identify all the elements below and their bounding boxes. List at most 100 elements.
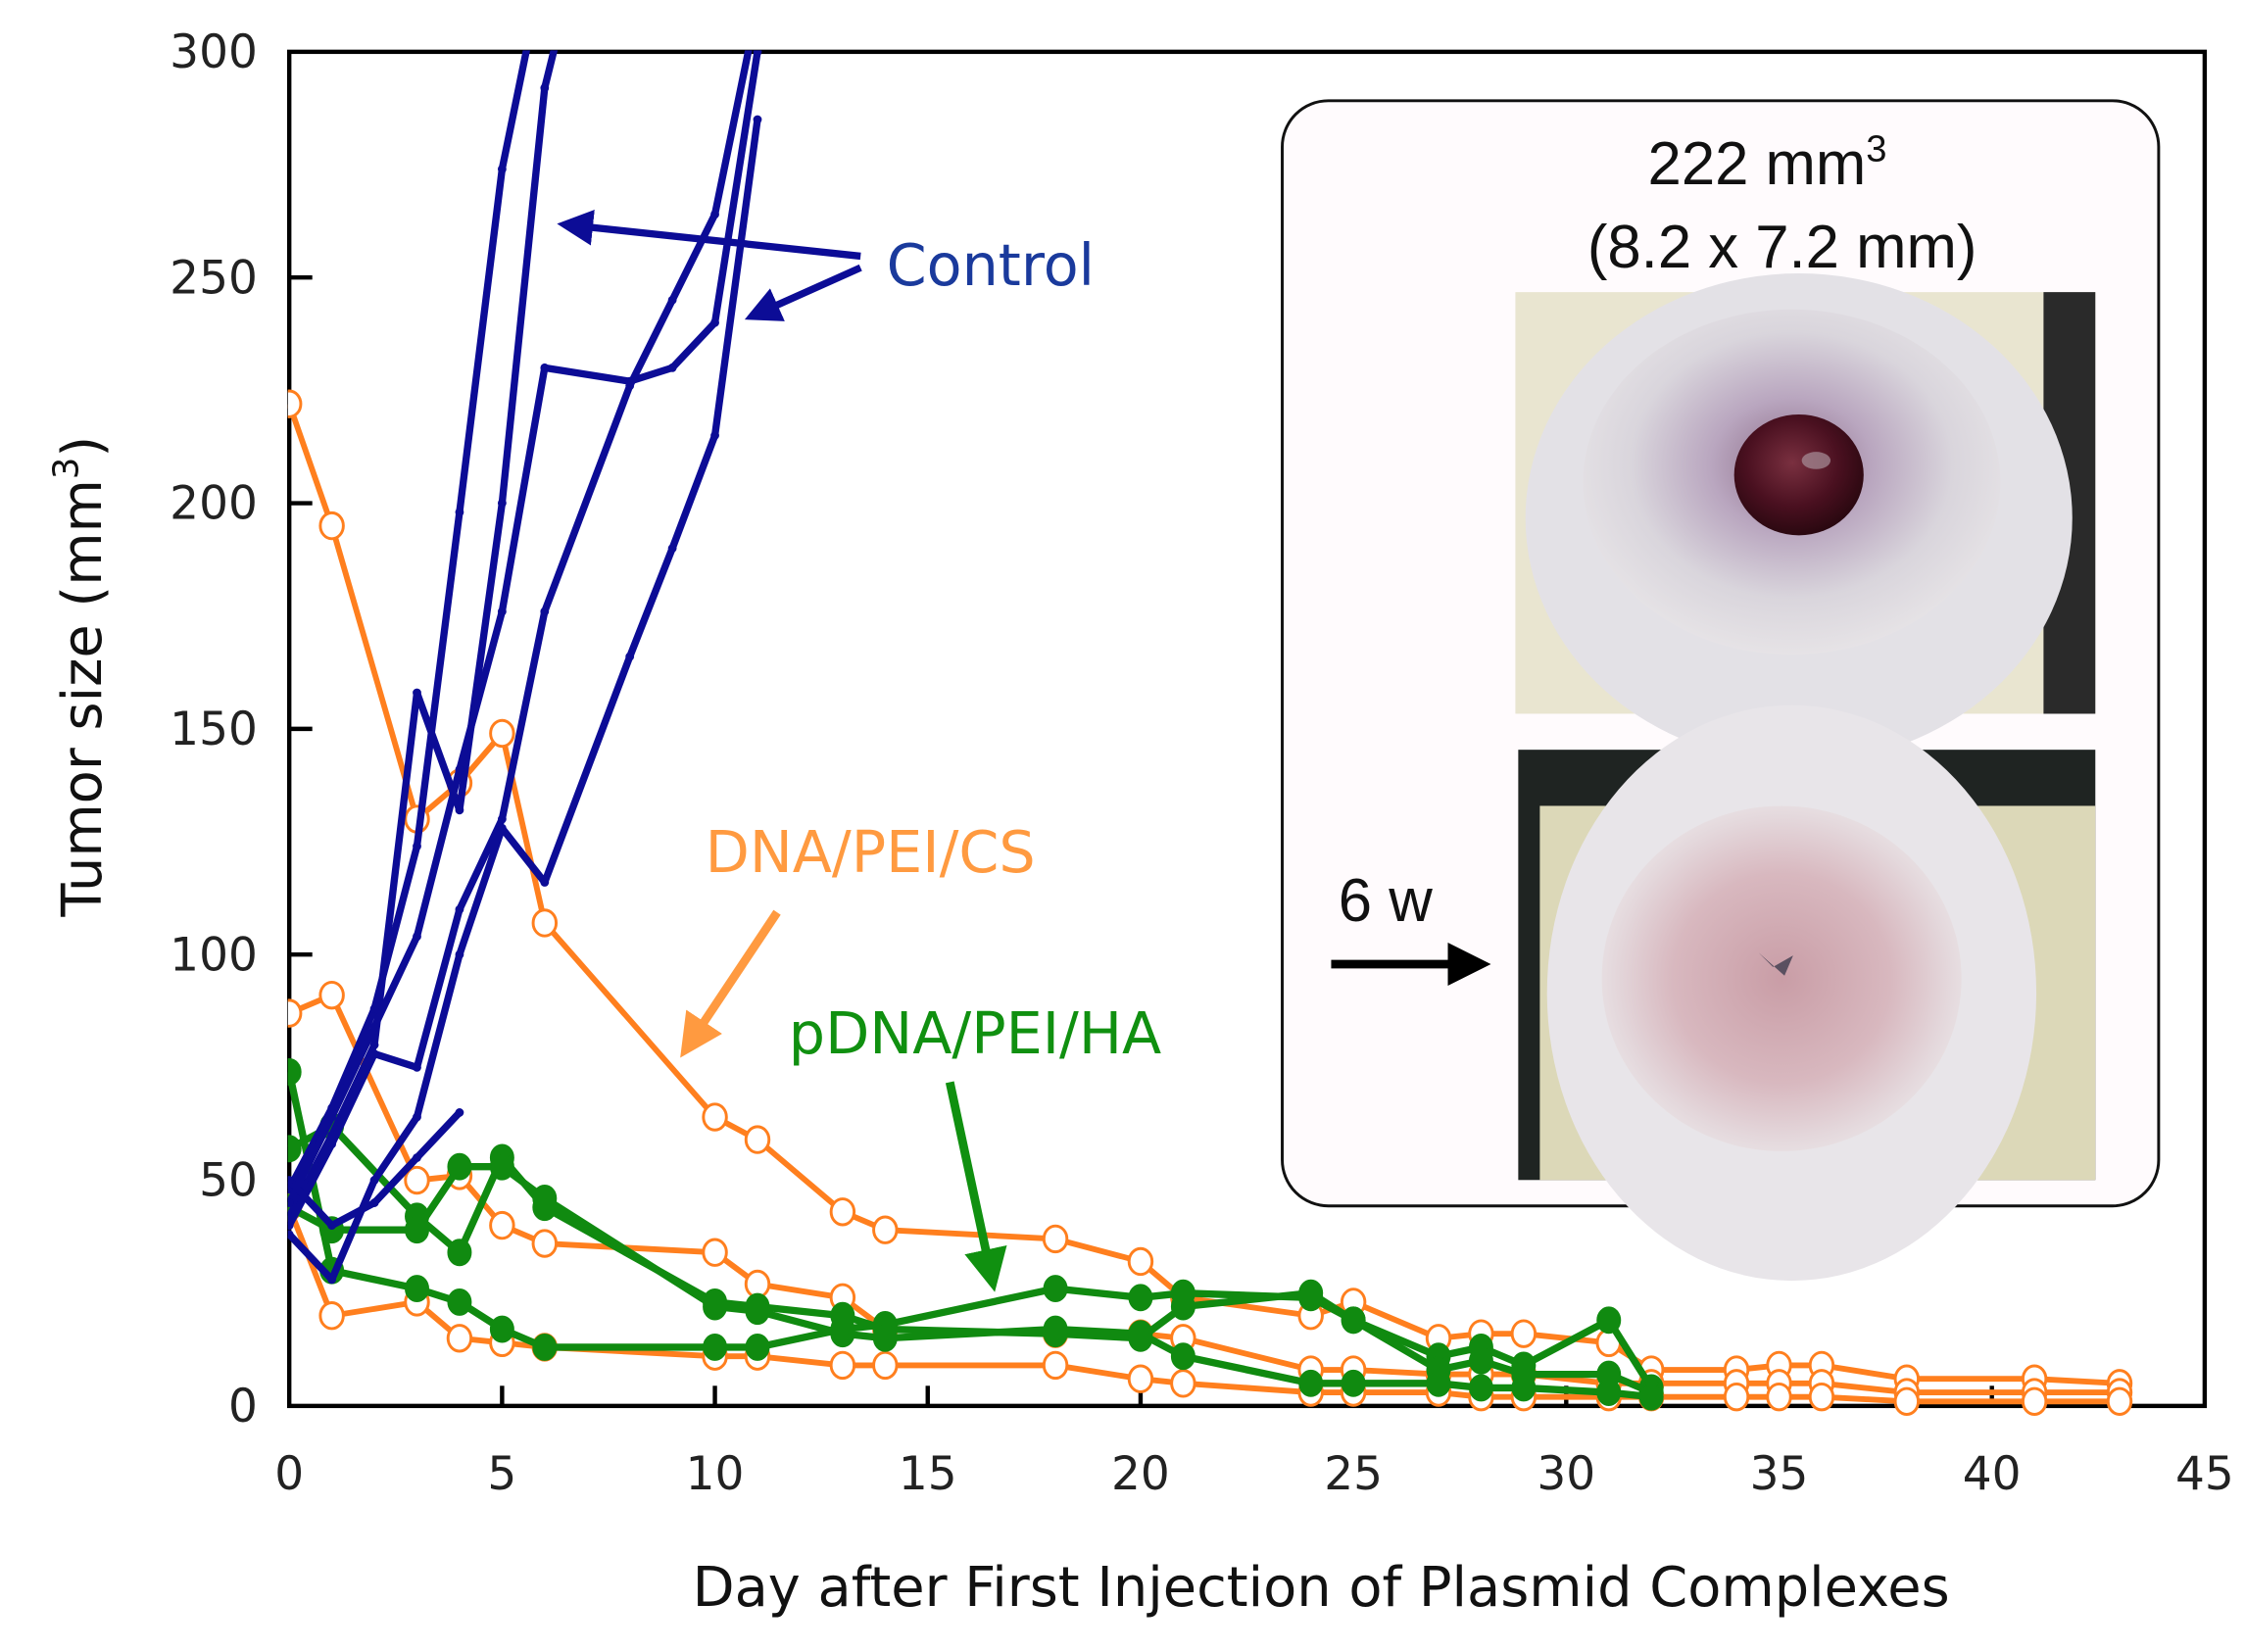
data-point: [455, 1108, 464, 1117]
x-tick-label: 15: [899, 1447, 957, 1501]
y-tick-label: 250: [170, 251, 258, 305]
y-axis-title: Tumor size (mm3): [46, 436, 114, 918]
data-point: [2106, 1386, 2133, 1416]
data-point: [446, 1324, 473, 1353]
data-point: [710, 210, 719, 219]
data-point: [327, 1275, 337, 1285]
data-point: [1128, 1320, 1153, 1348]
data-point: [702, 1238, 728, 1267]
series-dna-pei-cs-1: [287, 389, 2133, 1398]
y-tick-label: 300: [170, 25, 258, 79]
x-tick-label: 10: [686, 1447, 745, 1501]
series-control-1: [287, 50, 530, 1194]
data-point: [369, 1022, 379, 1032]
pdna-pei-ha-annotation: pDNA/PEI/HA: [789, 999, 1161, 1292]
series-pdna-pei-ha-3: [287, 1152, 1664, 1411]
data-point: [1596, 1306, 1622, 1335]
data-point: [625, 381, 635, 391]
data-point: [830, 1320, 855, 1348]
data-point: [753, 50, 762, 57]
data-point: [287, 1176, 294, 1185]
data-point: [872, 1324, 898, 1352]
data-point: [1127, 1364, 1154, 1393]
series-control-4: [287, 2, 762, 1231]
data-point: [447, 1239, 472, 1267]
data-point: [531, 908, 559, 938]
x-tick-label: 40: [1963, 1447, 2022, 1501]
data-point: [447, 1288, 472, 1316]
data-point: [497, 814, 507, 824]
data-point: [497, 607, 507, 616]
data-point: [540, 607, 550, 616]
data-point: [710, 317, 719, 327]
data-point: [667, 295, 677, 305]
data-point: [369, 1040, 379, 1049]
inset-panel: 222 mm3 (8.2 x 7.2 mm) 6 w: [1281, 99, 2161, 1282]
x-tick-label: 5: [487, 1447, 516, 1501]
data-point: [327, 1140, 337, 1149]
data-point: [531, 1229, 559, 1258]
data-point: [745, 1334, 770, 1361]
data-point: [872, 1215, 899, 1244]
data-point: [1341, 1369, 1366, 1397]
data-point: [703, 1292, 728, 1321]
data-point: [625, 652, 635, 661]
data-point: [1127, 1246, 1154, 1277]
inset-dimensions-label: (8.2 x 7.2 mm): [1587, 214, 1977, 281]
data-point: [667, 544, 677, 554]
x-tick-label: 25: [1324, 1447, 1383, 1501]
data-point: [369, 1176, 379, 1185]
data-point: [413, 1153, 421, 1162]
data-point: [489, 718, 515, 749]
data-point: [703, 1334, 728, 1361]
dna-pei-cs-arrow: [680, 909, 781, 1058]
series-control-3: [287, 50, 762, 1207]
data-point: [413, 1112, 421, 1122]
series-layer: [287, 2, 2133, 1416]
data-point: [287, 1221, 294, 1231]
data-point: [287, 389, 303, 418]
data-point: [287, 1135, 302, 1163]
data-point: [754, 2, 762, 11]
inset-volume-label: 222 mm3: [1648, 127, 1887, 197]
data-point: [369, 1198, 379, 1207]
data-point: [1638, 1383, 1664, 1411]
control-annotation: Control: [557, 209, 1095, 321]
axes: 0 5 10 15 20 25 30 35 40 45 0 50 100 150 200 250 300: [170, 25, 2234, 1501]
dna-pei-cs-annotation: DNA/PEI/CS: [680, 818, 1036, 1058]
y-tick-label: 100: [170, 928, 258, 982]
y-tick-label: 0: [228, 1380, 258, 1433]
data-point: [1596, 1379, 1622, 1406]
data-point: [405, 1275, 429, 1303]
data-point: [1170, 1342, 1196, 1371]
data-point: [1893, 1386, 1921, 1416]
data-point: [369, 1049, 379, 1058]
series-control-2: [287, 50, 559, 1221]
data-point: [455, 508, 464, 517]
data-point: [753, 115, 762, 124]
data-point: [287, 1058, 302, 1086]
data-point: [497, 499, 507, 508]
data-point: [872, 1350, 899, 1381]
dna-pei-cs-label: DNA/PEI/CS: [706, 818, 1036, 886]
data-point: [1042, 1350, 1069, 1381]
x-axis-ticks: 0 5 10 15 20 25 30 35 40 45: [274, 1385, 2234, 1501]
data-point: [1511, 1374, 1537, 1402]
data-point: [405, 1216, 429, 1244]
data-point: [1298, 1369, 1324, 1397]
data-point: [413, 1062, 421, 1072]
x-tick-label: 45: [2175, 1447, 2234, 1501]
data-point: [1510, 1319, 1537, 1348]
data-point: [318, 980, 345, 1010]
series-control-6: [287, 1108, 464, 1231]
data-point: [1341, 1306, 1366, 1335]
data-point: [745, 1297, 770, 1326]
data-point: [1723, 1382, 1750, 1412]
data-point: [327, 1221, 337, 1231]
data-point: [497, 823, 507, 833]
data-point: [1298, 1279, 1324, 1307]
data-point: [1128, 1284, 1153, 1312]
pdna-pei-ha-arrow: [945, 1081, 1007, 1292]
data-point: [540, 83, 550, 93]
